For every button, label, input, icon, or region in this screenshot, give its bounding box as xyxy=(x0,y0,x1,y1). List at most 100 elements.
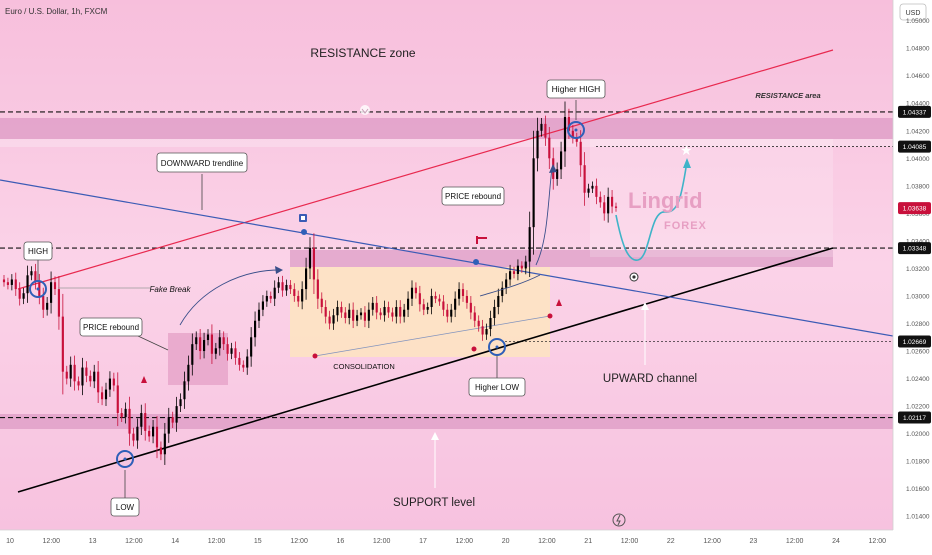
candle-body xyxy=(281,282,284,291)
candle-body xyxy=(218,337,221,349)
resistance-area-label: RESISTANCE area xyxy=(755,91,820,100)
level-lines xyxy=(0,111,893,419)
higher-high-marker-dot xyxy=(574,128,578,132)
consolidation-lower-line xyxy=(314,315,551,357)
higher-low-marker xyxy=(488,338,506,356)
price-tag-box xyxy=(898,335,931,348)
candle-body xyxy=(571,130,574,138)
candle-body xyxy=(603,202,606,214)
candle-body xyxy=(383,306,386,316)
candle-body xyxy=(261,301,265,310)
higher-low-marker-dot xyxy=(495,345,499,349)
candle-body xyxy=(265,295,268,302)
candle-body xyxy=(214,348,217,354)
candle-body xyxy=(426,306,429,310)
candle-body xyxy=(524,261,527,269)
candle-body xyxy=(77,381,80,386)
time-axis[interactable]: 10 12:00 13 12:00 14 12:00 15 12:00 16 12:00 17 12:… xyxy=(6,538,886,545)
candle-body xyxy=(422,304,425,310)
candle-body xyxy=(320,298,323,307)
candle-body xyxy=(120,412,123,418)
candle-body xyxy=(355,315,359,321)
t-marker-icon xyxy=(476,236,487,244)
x-tick-label: 12:00 xyxy=(456,538,474,545)
candle-body xyxy=(124,408,127,418)
candle-body xyxy=(42,295,45,310)
candle-body xyxy=(508,271,512,280)
candle-body xyxy=(73,364,76,382)
resistance-band-highlight xyxy=(0,139,893,147)
x-tick-label: 12:00 xyxy=(538,538,556,545)
x-tick-label: 24 xyxy=(832,538,840,545)
candle-body xyxy=(465,295,469,303)
rocket-icon-1 xyxy=(141,376,147,383)
candle-body xyxy=(567,117,571,131)
x-tick-label: 12:00 xyxy=(786,538,804,545)
candle-body xyxy=(395,306,398,317)
candle-body xyxy=(532,158,535,228)
candle-body xyxy=(454,298,457,310)
candle-body xyxy=(148,430,151,437)
upper-channel-line xyxy=(17,49,834,290)
candle-body xyxy=(26,275,29,294)
candle-body xyxy=(89,375,92,382)
x-tick-label: 12:00 xyxy=(703,538,721,545)
candle-body xyxy=(10,279,13,285)
higher-high-marker xyxy=(567,121,585,139)
x-tick-label: 13 xyxy=(89,538,97,545)
candle-body xyxy=(301,289,304,302)
candle-body xyxy=(461,289,465,296)
x-tick-label: 12:00 xyxy=(621,538,639,545)
candle-body xyxy=(242,364,245,368)
candle-body xyxy=(250,337,253,357)
candle-body xyxy=(179,399,182,407)
candle-body xyxy=(285,284,288,291)
y-tick-label: 1.04000 xyxy=(906,156,930,163)
candle-body xyxy=(328,316,331,324)
low-marker xyxy=(116,450,134,468)
y-tick-label: 1.02200 xyxy=(906,404,930,411)
x-tick-label: 14 xyxy=(171,538,179,545)
downward-trendline-callout xyxy=(156,152,248,173)
candle-body xyxy=(277,282,280,288)
candle-body xyxy=(367,309,370,321)
candle-body xyxy=(171,417,174,423)
eye-icon-pupil xyxy=(632,275,636,279)
candle-body xyxy=(410,287,414,299)
low-callout xyxy=(110,497,140,517)
candle-body xyxy=(65,371,68,379)
y-tick-label: 1.03600 xyxy=(906,211,930,218)
y-tick-label: 1.04600 xyxy=(906,73,930,80)
low-marker-dot xyxy=(123,457,127,461)
price-axis[interactable]: 1.05000 1.04800 1.04600 1.04400 1.04200 1.040… xyxy=(906,18,930,521)
rebound-arrow-2 xyxy=(535,167,553,266)
candle-body xyxy=(199,337,202,352)
chart-symbol: Euro / U.S. Dollar, 1h, FXCM xyxy=(5,7,108,16)
x-tick-label: 16 xyxy=(337,538,345,545)
candle-body xyxy=(308,247,312,269)
candle-body xyxy=(69,364,72,379)
high-label: HIGH xyxy=(28,247,48,256)
candle-body xyxy=(289,284,292,290)
watermark-line2: FOREX xyxy=(664,220,707,232)
y-tick-label: 1.05000 xyxy=(906,18,930,25)
candle-body xyxy=(202,340,206,352)
high-callout xyxy=(23,241,53,261)
candle-body xyxy=(222,337,225,345)
candle-body xyxy=(493,306,496,318)
candle-body xyxy=(520,265,523,269)
currency-box[interactable] xyxy=(899,3,927,21)
rebound-arrow-1 xyxy=(179,269,281,326)
candle-body xyxy=(163,433,166,455)
candle-body xyxy=(100,392,104,400)
x-tick-label: 12:00 xyxy=(290,538,308,545)
higher-high-label: Higher HIGH xyxy=(552,84,601,94)
watermark-line1: Lingrid xyxy=(628,188,703,213)
candle-body xyxy=(497,295,500,307)
candle-body xyxy=(136,426,139,441)
fake-break-label: Fake Break xyxy=(150,285,192,294)
candle-body xyxy=(591,185,594,189)
candle-body xyxy=(57,289,61,317)
candle-body xyxy=(563,117,567,152)
